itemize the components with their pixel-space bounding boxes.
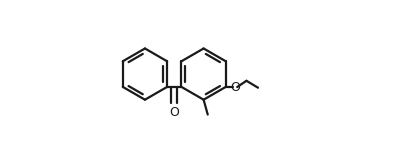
Text: O: O	[230, 81, 240, 94]
Text: O: O	[169, 106, 179, 119]
